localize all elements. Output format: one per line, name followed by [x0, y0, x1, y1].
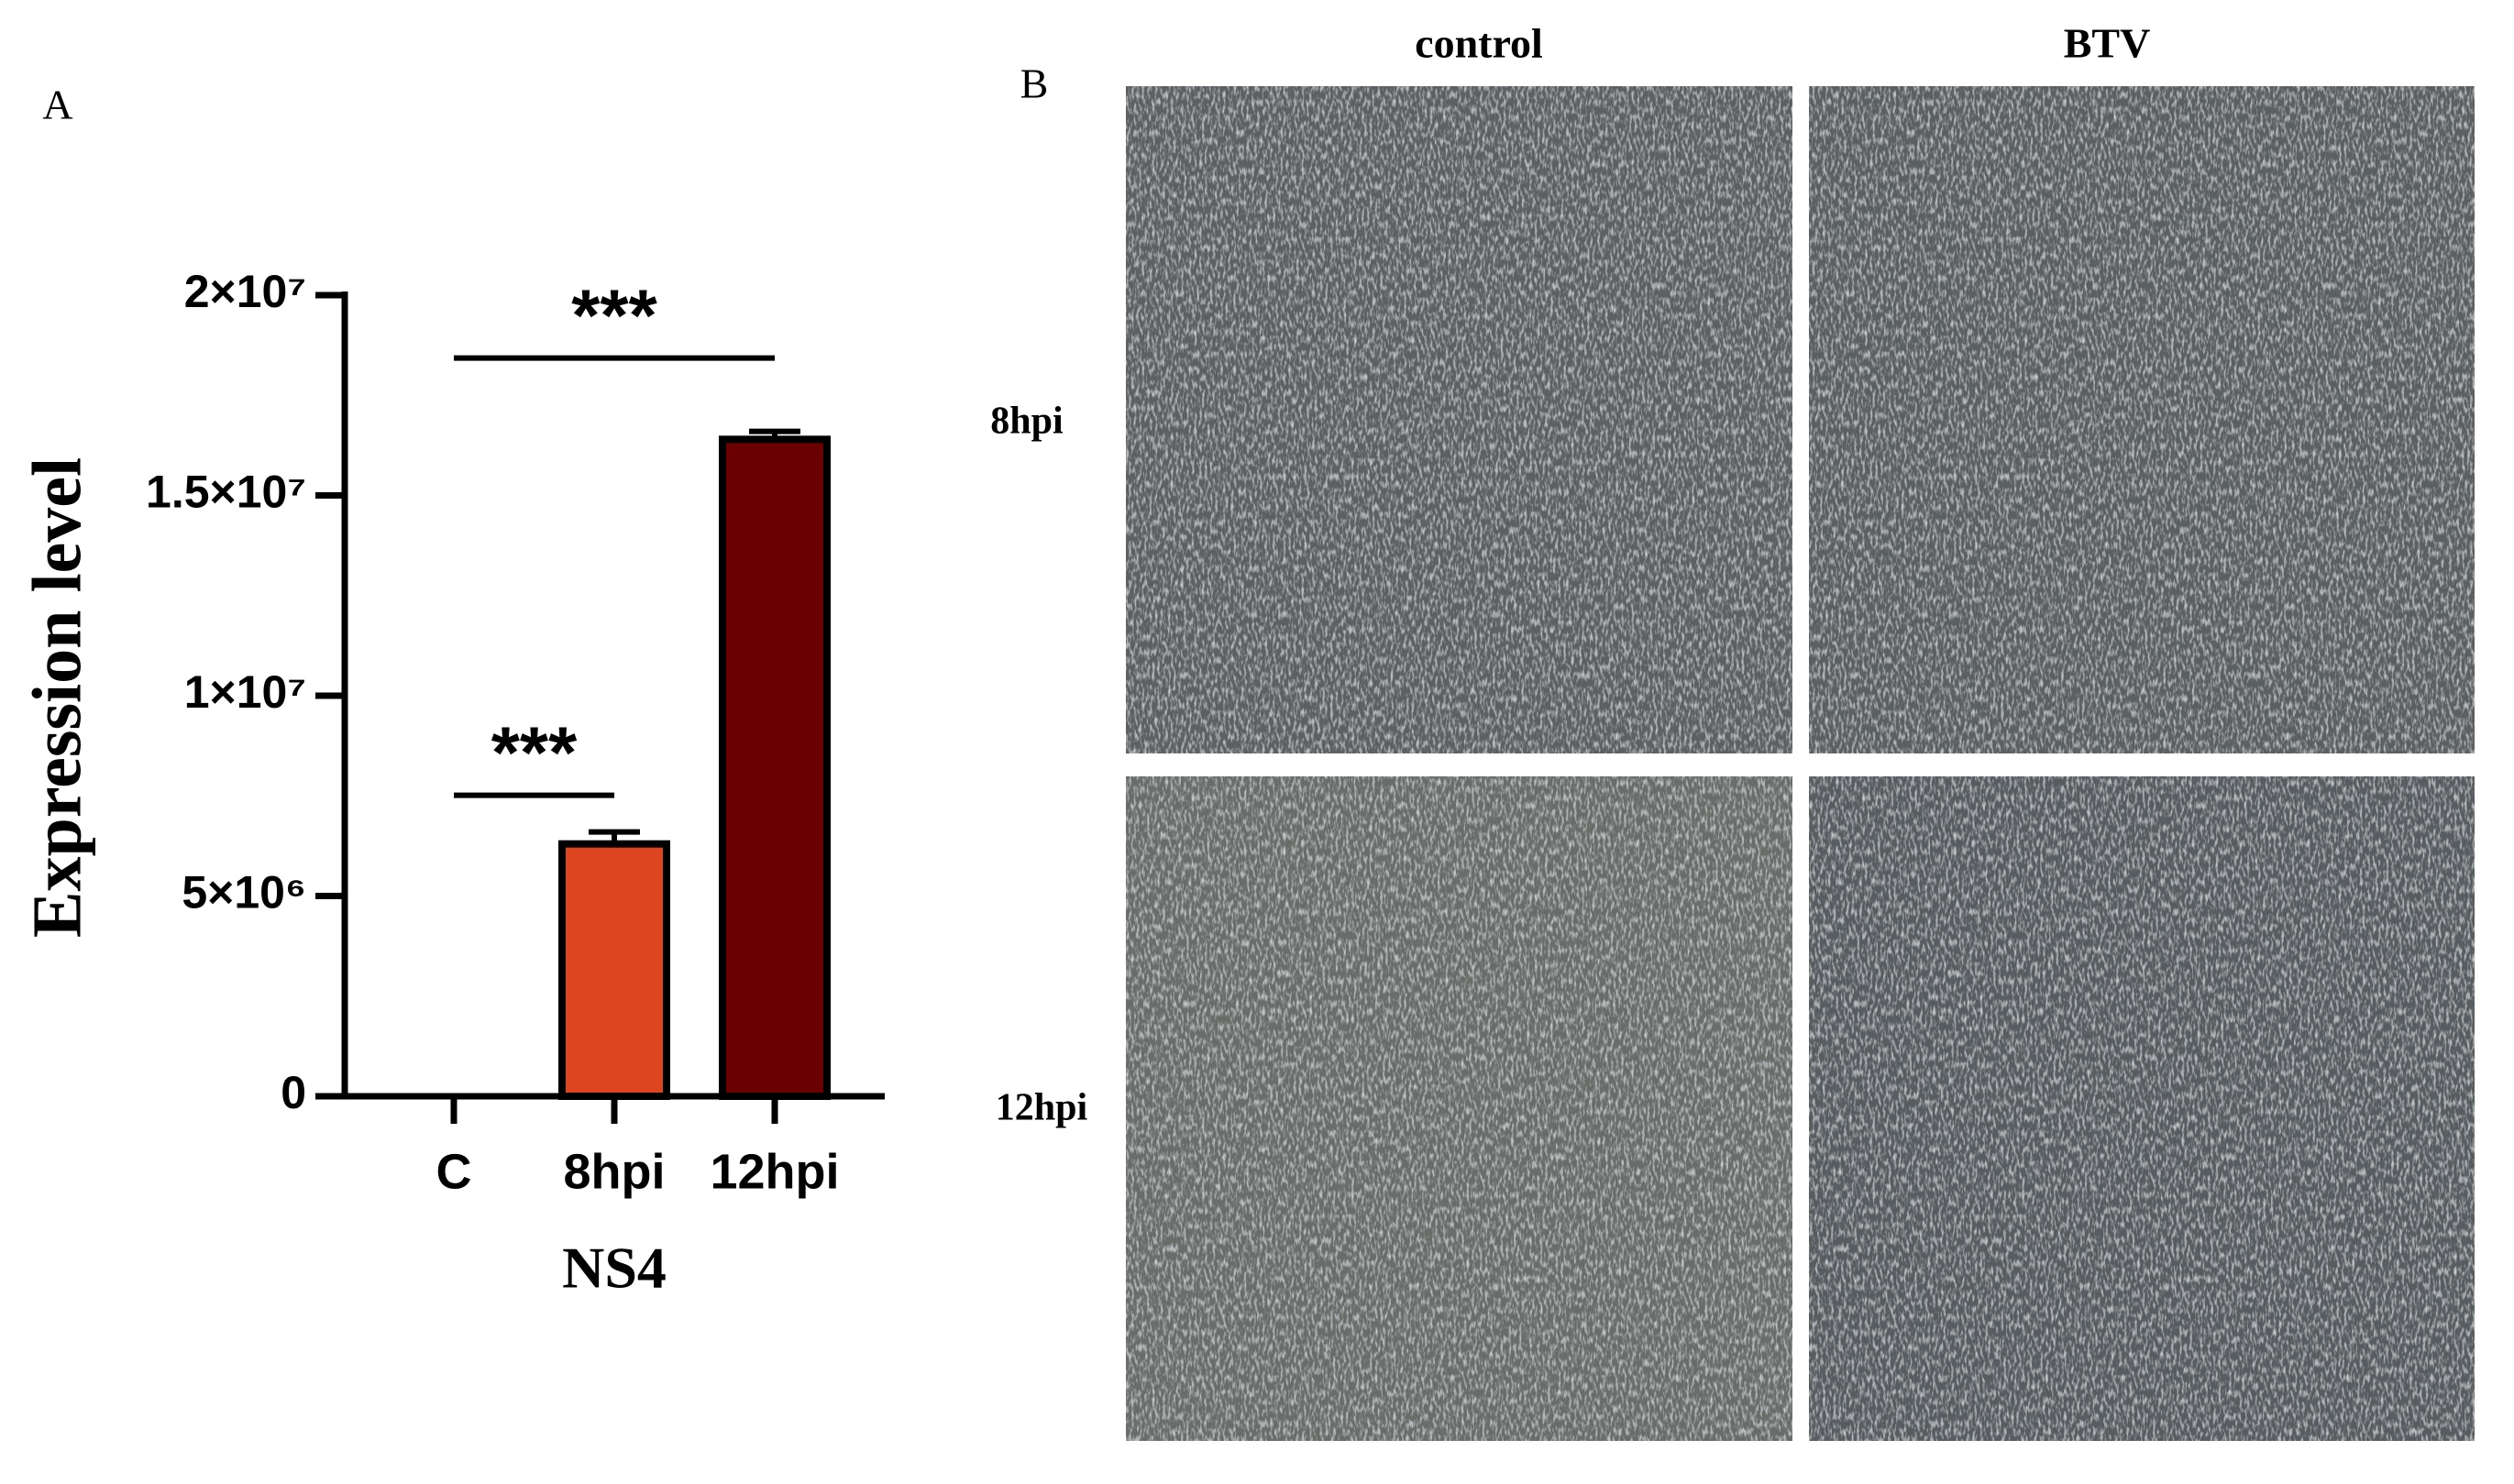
micrograph — [1809, 776, 2475, 1441]
column-label: BTV — [2064, 20, 2151, 67]
x-tick-label: 8hpi — [563, 1144, 665, 1199]
panel-label: A — [42, 82, 72, 128]
row-label: 8hpi — [990, 401, 1064, 443]
y-tick-label: 0 — [281, 1067, 306, 1118]
micrograph — [1126, 776, 1792, 1441]
y-tick-label: 1×10⁷ — [184, 666, 306, 718]
significance-label: *** — [571, 275, 657, 357]
bar — [719, 435, 831, 1100]
significance-label: *** — [491, 712, 578, 794]
y-tick-label: 5×10⁶ — [182, 867, 306, 918]
micrograph — [1809, 86, 2475, 753]
x-tick-label: C — [436, 1144, 472, 1199]
micrograph — [1126, 86, 1792, 753]
bar — [558, 840, 670, 1100]
y-axis-label: Expression level — [18, 457, 95, 938]
row-label: 12hpi — [996, 1087, 1088, 1129]
x-tick-label: 12hpi — [710, 1144, 839, 1199]
x-axis-label: NS4 — [562, 1236, 667, 1301]
y-tick-label: 2×10⁷ — [184, 266, 306, 317]
panel-label: B — [1020, 60, 1049, 107]
y-tick-label: 1.5×10⁷ — [146, 467, 306, 518]
column-label: control — [1415, 20, 1543, 67]
